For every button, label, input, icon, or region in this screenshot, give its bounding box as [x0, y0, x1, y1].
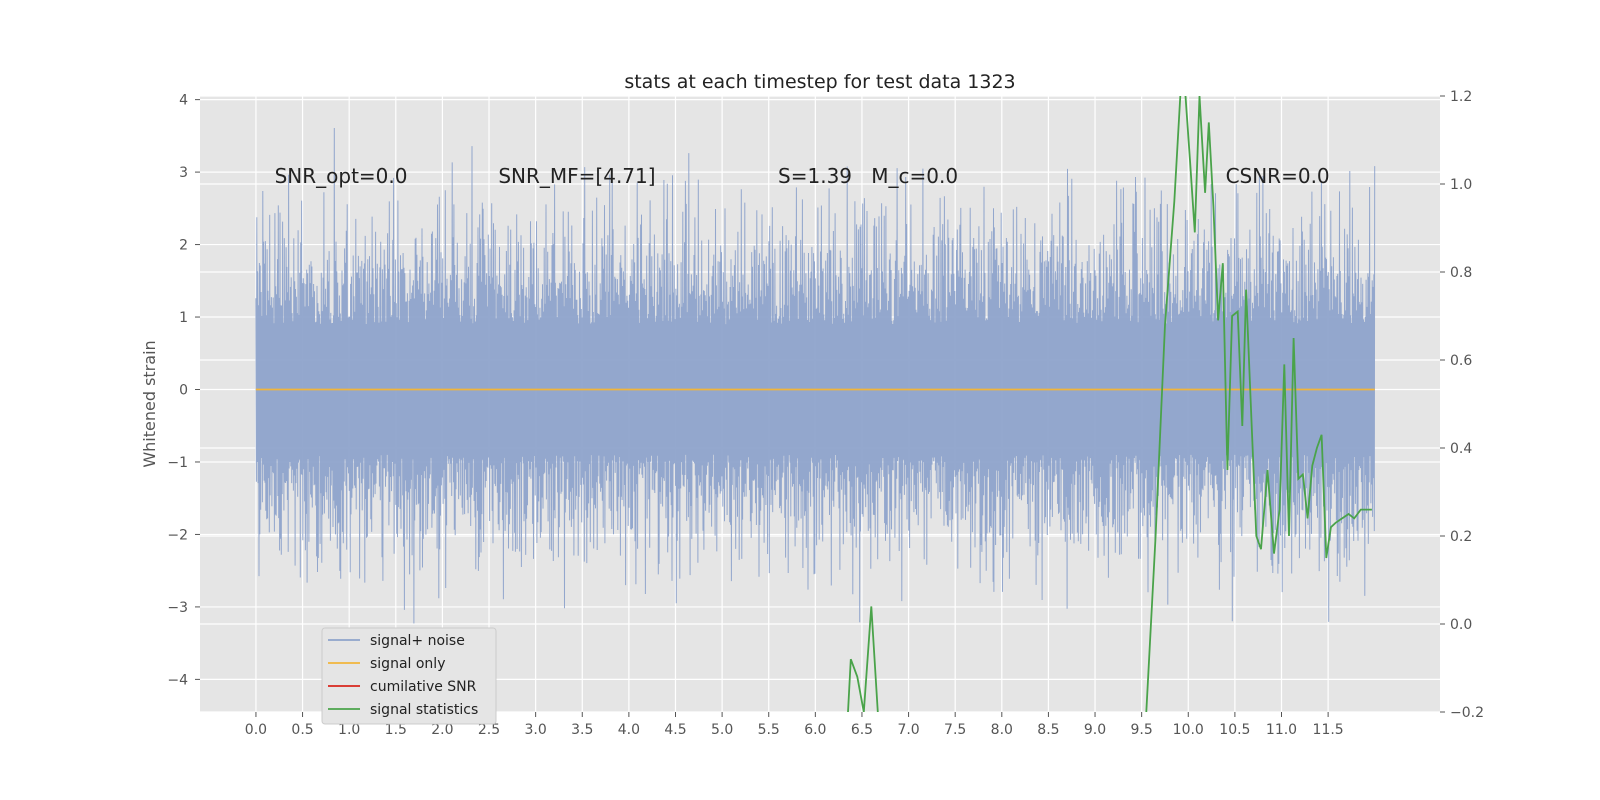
- axis-ticks: 0.0 0.5 1.0 1.5 2.0 2.5 3.0 3.5 4.0 4.5 5.0 5.5 6.0 6…: [167, 89, 1484, 738]
- signal-noise-line: [255, 127, 1376, 624]
- x-tick-label: 3.5: [571, 722, 593, 738]
- y-right-tick-label: 0.0: [1450, 617, 1472, 633]
- x-tick-label: 4.0: [618, 722, 640, 738]
- y-left-tick-label: −4: [167, 672, 188, 688]
- y-left-tick-label: −1: [167, 455, 188, 471]
- series-line-3: [847, 96, 1372, 712]
- x-tick-label: 9.0: [1084, 722, 1106, 738]
- y-left-tick-label: −3: [167, 600, 188, 616]
- y-right-tick-label: −0.2: [1450, 705, 1484, 721]
- legend-label: signal only: [370, 656, 445, 672]
- annotation: SNR_opt=0.0: [275, 164, 408, 188]
- x-tick-label: 10.0: [1173, 722, 1204, 738]
- annotations: SNR_opt=0.0 SNR_MF=[4.71] S=1.39 M_c=0.0 CSN…: [275, 164, 1330, 188]
- y-left-tick-label: 1: [179, 310, 188, 326]
- x-tick-label: 0.5: [291, 722, 313, 738]
- annotation: M_c=0.0: [871, 164, 958, 188]
- y-axis-label: Whitened strain: [140, 340, 159, 467]
- legend-label: signal+ noise: [370, 633, 465, 649]
- x-tick-label: 2.5: [478, 722, 500, 738]
- annotation: CSNR=0.0: [1226, 164, 1330, 188]
- y-left-tick-label: 2: [179, 238, 188, 254]
- x-tick-label: 8.5: [1037, 722, 1059, 738]
- x-tick-label: 7.5: [944, 722, 966, 738]
- annotation: SNR_MF=[4.71]: [498, 164, 655, 188]
- x-tick-label: 1.0: [338, 722, 360, 738]
- legend-box: [321, 627, 497, 725]
- x-tick-label: 3.0: [525, 722, 547, 738]
- x-tick-label: 4.5: [664, 722, 686, 738]
- y-left-tick-label: 4: [179, 93, 188, 109]
- y-right-tick-label: 1.2: [1450, 89, 1472, 105]
- y-right-tick-label: 0.2: [1450, 529, 1472, 545]
- x-tick-label: 0.0: [245, 722, 267, 738]
- legend: signal+ noise signal only cumilative SNR si…: [321, 627, 497, 725]
- y-right-tick-label: 0.8: [1450, 265, 1472, 281]
- x-tick-label: 6.0: [804, 722, 826, 738]
- series-layer: [255, 96, 1375, 712]
- y-right-tick-label: 0.4: [1450, 441, 1472, 457]
- x-tick-label: 2.0: [431, 722, 453, 738]
- y-left-tick-label: 0: [179, 383, 188, 399]
- x-tick-label: 8.0: [991, 722, 1013, 738]
- y-right-tick-label: 0.6: [1450, 353, 1472, 369]
- legend-label: cumilative SNR: [370, 679, 477, 695]
- x-tick-label: 10.5: [1219, 722, 1250, 738]
- chart-title: stats at each timestep for test data 132…: [624, 71, 1015, 93]
- signal-noise-series: [255, 127, 1376, 624]
- legend-label: signal statistics: [370, 702, 478, 718]
- y-right-tick-label: 1.0: [1450, 177, 1472, 193]
- x-tick-label: 5.0: [711, 722, 733, 738]
- x-tick-label: 1.5: [385, 722, 407, 738]
- x-tick-label: 11.5: [1313, 722, 1344, 738]
- y-left-tick-label: 3: [179, 165, 188, 181]
- y-left-tick-label: −2: [167, 527, 188, 543]
- x-tick-label: 9.5: [1131, 722, 1153, 738]
- x-tick-label: 7.0: [897, 722, 919, 738]
- x-tick-label: 11.0: [1266, 722, 1297, 738]
- x-tick-label: 6.5: [851, 722, 873, 738]
- x-tick-label: 5.5: [758, 722, 780, 738]
- annotation: S=1.39: [778, 164, 852, 188]
